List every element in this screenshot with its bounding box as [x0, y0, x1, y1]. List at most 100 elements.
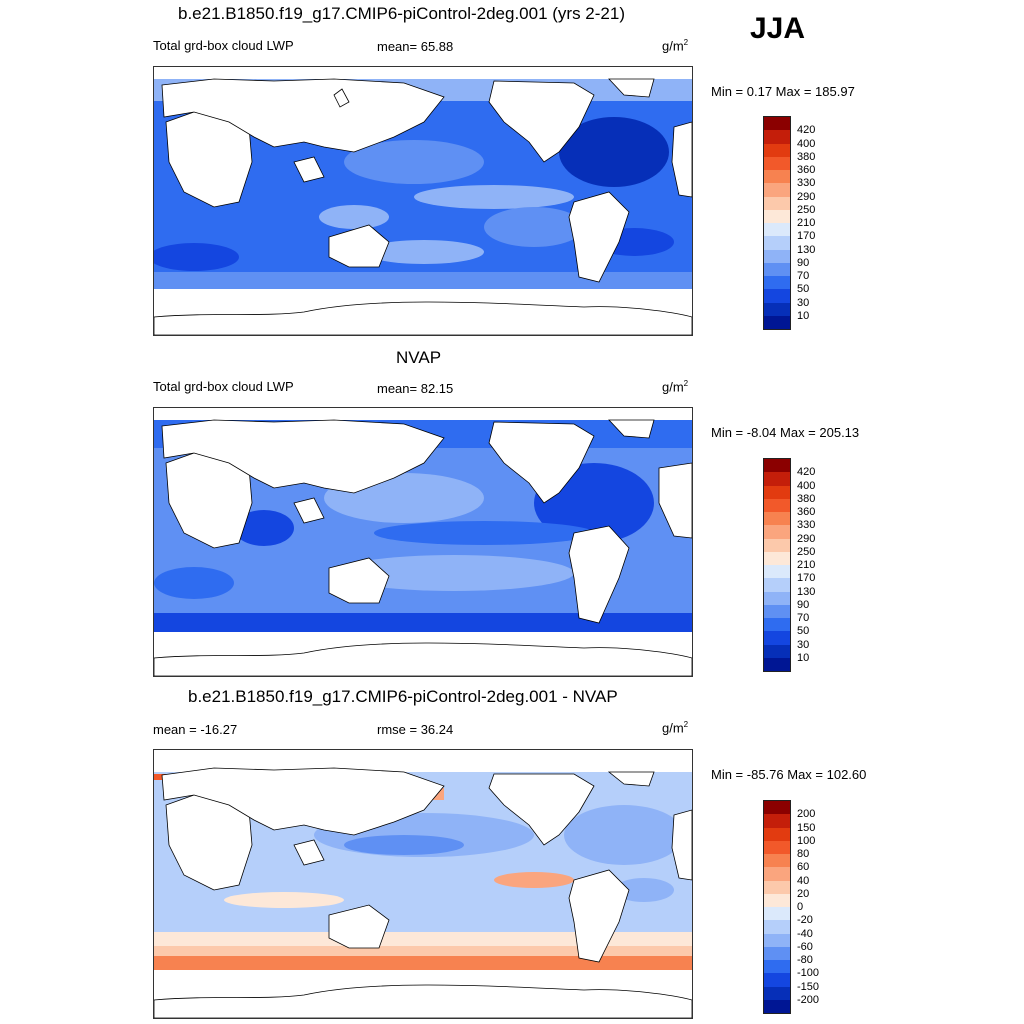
panel-3-colorbar-swatch [764, 840, 790, 854]
panel-2-variable-label: Total grd-box cloud LWP [153, 379, 294, 394]
panel-2-colorbar-tick-label: 50 [797, 625, 810, 638]
panel-3-colorbar-swatch [764, 960, 790, 974]
panel-1-map-canvas [154, 67, 692, 335]
panel-1-colorbar-tick-label: 360 [797, 164, 816, 176]
panel-2-colorbar-swatch [764, 512, 790, 526]
panel-3-rmse-label: rmse = 36.24 [377, 722, 454, 737]
panel-3-title: b.e21.B1850.f19_g17.CMIP6-piControl-2deg… [188, 687, 618, 706]
panel-2-colorbar-swatch [764, 631, 790, 645]
panel-3-colorbar-swatch [764, 801, 790, 815]
panel-1-colorbar-swatch [764, 315, 790, 329]
panel-2-colorbar-tick-label: 250 [797, 545, 816, 558]
panel-2-colorbar-swatch [764, 578, 790, 592]
panel-1-colorbar-tick-label: 130 [797, 243, 816, 256]
panel-3-colorbar-tick-label: 200 [797, 808, 816, 821]
panel-2-mean-label: mean= 82.15 [377, 381, 454, 396]
panel-2-colorbar-tick-label: 130 [797, 585, 816, 598]
panel-2-colorbar-swatch [764, 498, 790, 512]
panel-3-colorbar-swatch [764, 893, 790, 907]
panel-3-colorbar-swatch [764, 999, 790, 1013]
panel-1-colorbar-swatch [764, 276, 790, 290]
panel-2-colorbar [763, 458, 791, 672]
landmasses [154, 408, 692, 676]
panel-3-colorbar-tick-label: -60 [797, 940, 813, 953]
panel-3-units-label: g/m2 [662, 720, 689, 736]
panel-2-colorbar-swatch [764, 565, 790, 579]
panel-3-colorbar-swatch [764, 973, 790, 987]
panel-3-mean-label: mean = -16.27 [153, 722, 238, 737]
panel-3-colorbar-swatch [764, 880, 790, 894]
panel-3-colorbar-tick-label: -200 [797, 993, 820, 1006]
panel-3-colorbar-segments [764, 801, 790, 1013]
panel-2-colorbar-swatch [764, 459, 790, 473]
panel-3-colorbar-tick-label: 0 [797, 901, 804, 913]
panel-1-colorbar-segments [764, 117, 790, 329]
panel-3-colorbar-tick-label: -20 [797, 914, 813, 927]
panel-1-colorbar-tick-label: 380 [797, 150, 816, 163]
panel-2-colorbar-swatch [764, 618, 790, 632]
panel-1-colorbar-swatch [764, 249, 790, 263]
panel-2-colorbar-tick-label: 170 [797, 572, 816, 585]
panel-2-colorbar-swatch [764, 591, 790, 605]
panel-1-colorbar-tick-label: 30 [797, 296, 810, 309]
panel-2-colorbar-tick-label: 70 [797, 612, 810, 624]
panel-1-colorbar-swatch [764, 130, 790, 144]
panel-3-colorbar-swatch [764, 867, 790, 881]
panel-2-colorbar-tick-label: 90 [797, 598, 810, 611]
panel-1-colorbar-swatch [764, 170, 790, 184]
panel-3-minmax-label: Min = -85.76 Max = 102.60 [711, 767, 867, 782]
panel-1-colorbar-swatch [764, 302, 790, 316]
landmasses [154, 750, 692, 1018]
panel-2-colorbar-tick-label: 420 [797, 466, 816, 479]
panel-1-mean-label: mean= 65.88 [377, 39, 454, 54]
panel-1-colorbar-tick-label: 10 [797, 309, 810, 322]
panel-2-colorbar-segments [764, 459, 790, 671]
panel-3-colorbar-tick-label: 40 [797, 874, 810, 887]
panel-3-colorbar-tick-label: 100 [797, 834, 816, 847]
panel-3-colorbar-tick-label: 60 [797, 861, 810, 874]
season-label: JJA [750, 12, 806, 45]
panel-2-title: NVAP [396, 348, 442, 367]
panel-1-minmax-label: Min = 0.17 Max = 185.97 [711, 84, 855, 99]
landmasses [154, 67, 692, 335]
field-contours [154, 774, 692, 970]
panel-3-colorbar-swatch [764, 854, 790, 868]
panel-3-colorbar-tick-label: 150 [797, 821, 816, 834]
panel-3-colorbar-swatch [764, 986, 790, 1000]
panel-2-colorbar-tick-label: 330 [797, 519, 816, 532]
panel-1-colorbar-tick-label: 400 [797, 137, 816, 150]
panel-3-colorbar-tick-label: 20 [797, 887, 810, 900]
panel-3-colorbar-tick-label: -40 [797, 927, 813, 940]
panel-3-colorbar-swatch [764, 920, 790, 934]
panel-1-colorbar-swatch [764, 262, 790, 276]
panel-1-title: b.e21.B1850.f19_g17.CMIP6-piControl-2deg… [178, 4, 625, 23]
panel-1-colorbar-swatch [764, 143, 790, 157]
panel-3-colorbar-tick-label: 80 [797, 848, 810, 860]
panel-1-units-label: g/m2 [662, 38, 689, 54]
panel-1-colorbar-tick-label: 170 [797, 230, 816, 243]
panel-1-colorbar-swatch [764, 209, 790, 223]
panel-3-map-canvas [154, 750, 692, 1018]
panel-2-colorbar-tick-label: 30 [797, 638, 810, 651]
panel-1-colorbar-tick-label: 50 [797, 283, 810, 296]
panel-3-colorbar-swatch [764, 827, 790, 841]
panel-2-colorbar-swatch [764, 472, 790, 486]
panel-3-colorbar-tick-label: -150 [797, 980, 820, 993]
panel-1-colorbar-swatch [764, 117, 790, 131]
panel-1-colorbar [763, 116, 791, 330]
panel-3-colorbar [763, 800, 791, 1014]
panel-2-colorbar-swatch [764, 604, 790, 618]
panel-1-variable-label: Total grd-box cloud LWP [153, 38, 294, 53]
panel-1-colorbar-tick-label: 90 [797, 256, 810, 269]
panel-1-colorbar-swatch [764, 223, 790, 237]
panel-2-colorbar-tick-label: 400 [797, 479, 816, 492]
panel-3-colorbar-swatch [764, 933, 790, 947]
panel-2-colorbar-tick-label: 10 [797, 651, 810, 664]
panel-2-minmax-label: Min = -8.04 Max = 205.13 [711, 425, 860, 440]
panel-1-colorbar-tick-label: 210 [797, 217, 816, 229]
panel-2-colorbar-tick-label: 380 [797, 492, 816, 505]
panel-3-colorbar-tick-label: -80 [797, 954, 813, 966]
panel-1-colorbar-tick-label: 420 [797, 124, 816, 137]
panel-1-colorbar-swatch [764, 236, 790, 250]
panel-1-colorbar-tick-label: 70 [797, 270, 810, 282]
